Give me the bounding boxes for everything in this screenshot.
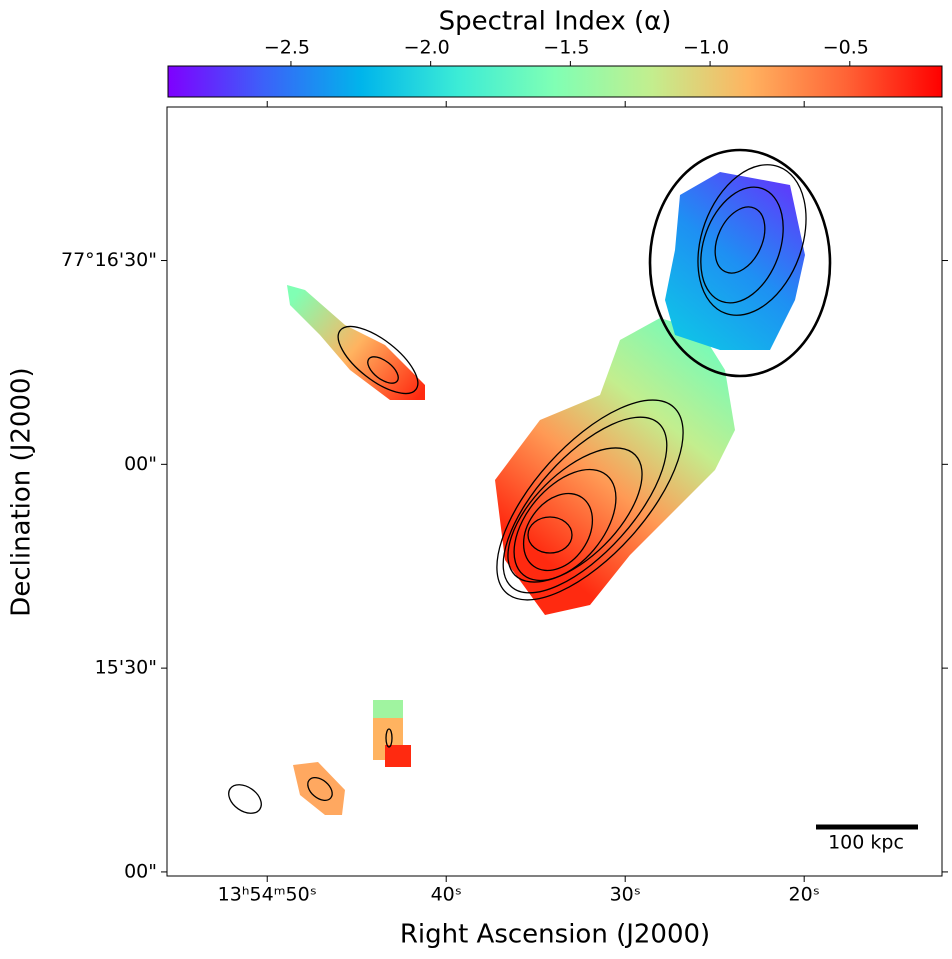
colorbar-label: Spectral Index (α)	[439, 7, 672, 37]
spectral-map	[287, 172, 805, 815]
colorbar-tick-label: −2.0	[404, 37, 450, 59]
x-tick-label: 30ˢ	[610, 884, 641, 906]
colorbar	[167, 65, 943, 98]
y-axis-label: Declination (J2000)	[7, 367, 37, 616]
y-tick-label: 77°16'30"	[61, 249, 157, 271]
y-tick-label: 00"	[124, 453, 157, 475]
y-tick-label: 00"	[124, 860, 157, 882]
colorbar-tick-label: −1.5	[543, 37, 589, 59]
x-tick-label: 13ʰ54ᵐ50ˢ	[218, 884, 317, 906]
x-axis-label: Right Ascension (J2000)	[400, 920, 710, 950]
contours	[228, 148, 832, 814]
colorbar-tick-label: −2.5	[264, 37, 310, 59]
colorbar-tick-label: −1.0	[683, 37, 729, 59]
colorbar-tick-label: −0.5	[823, 37, 869, 59]
y-tick-label: 15'30"	[95, 657, 157, 679]
x-tick-label: 40ˢ	[431, 884, 462, 906]
x-tick-label: 20ˢ	[789, 884, 820, 906]
scale-bar-label: 100 kpc	[828, 832, 904, 854]
